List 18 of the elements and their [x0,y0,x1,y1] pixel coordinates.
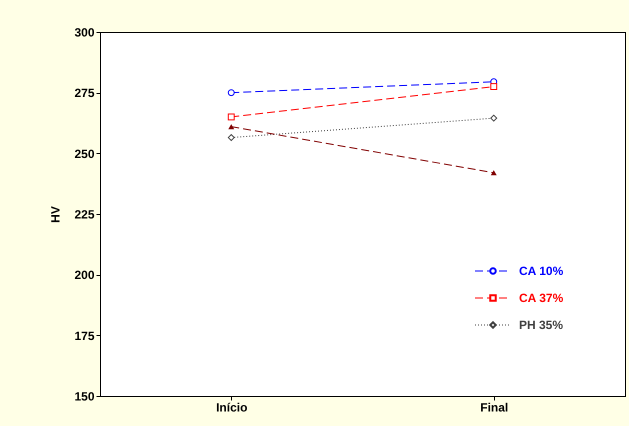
y-tick-label: 200 [74,268,95,282]
y-tick-label: 150 [74,390,95,404]
x-tick-label: Final [480,400,508,414]
point [228,113,235,120]
point [490,83,498,90]
legend-label: CA 37% [519,291,564,305]
y-axis-title: HV [48,206,62,223]
y-tick-label: 250 [74,146,95,161]
x-tick-label: Início [216,400,248,414]
y-tick-label: 300 [74,26,95,40]
point [490,114,498,122]
point [228,89,235,96]
legend-label: PH 35% [519,318,564,332]
point [228,134,235,142]
y-tick-label: 175 [74,328,95,343]
y-tick-label: 225 [74,208,95,222]
legend-label: CA 10% [519,264,564,278]
y-tick-label: 275 [74,86,95,100]
